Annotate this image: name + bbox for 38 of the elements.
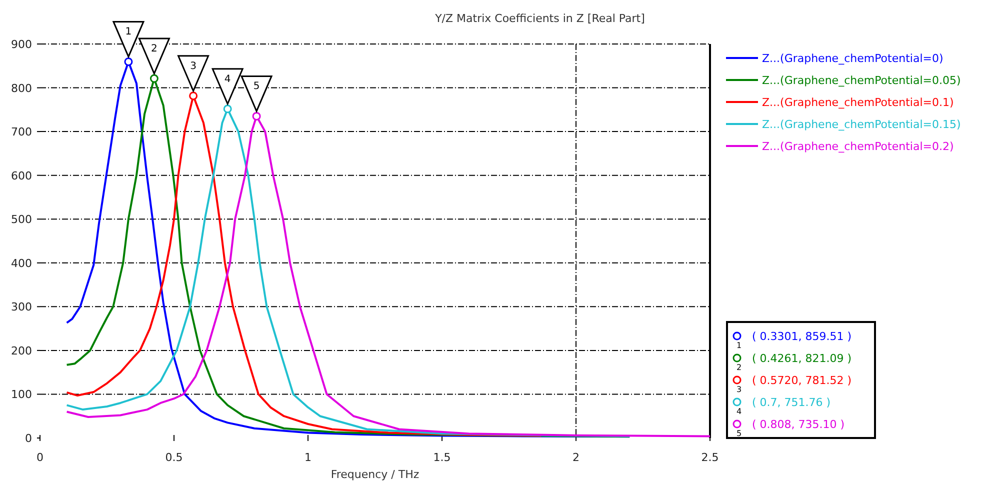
y-tick-label: 900 bbox=[11, 38, 32, 51]
y-tick-label: 300 bbox=[11, 300, 32, 314]
legend-label: Z...(Graphene_chemPotential=0.15) bbox=[762, 118, 961, 131]
annotation: 1 bbox=[125, 26, 132, 38]
y-tick-label: 600 bbox=[11, 169, 32, 182]
legend-label: Z...(Graphene_chemPotential=0) bbox=[762, 52, 944, 65]
x-axis-title: Frequency / THz bbox=[330, 468, 420, 481]
y-tick-label: 100 bbox=[11, 388, 32, 402]
y-tick-label: 200 bbox=[11, 344, 32, 358]
text: ( 0.808, 735.10 ) bbox=[752, 418, 845, 431]
y-tick-label: 700 bbox=[11, 126, 32, 139]
point bbox=[252, 112, 261, 120]
x-tick-label: 1.5 bbox=[433, 451, 451, 464]
text: ( 0.7, 751.76 ) bbox=[752, 396, 831, 409]
legend-label: Z...(Graphene_chemPotential=0.2) bbox=[762, 140, 954, 153]
annotation: 2 bbox=[151, 44, 158, 55]
x-tick-label: 2.5 bbox=[701, 451, 719, 464]
x-tick-label: 0 bbox=[36, 451, 44, 464]
x-tick-label: 1 bbox=[304, 451, 312, 464]
x-tick-label: 0.5 bbox=[165, 451, 183, 464]
point bbox=[124, 57, 133, 66]
legend-label: Z...(Graphene_chemPotential=0.05) bbox=[762, 74, 961, 87]
point bbox=[223, 104, 232, 114]
text: ( 0.3301, 859.51 ) bbox=[752, 330, 852, 343]
annotation: 5 bbox=[253, 81, 260, 92]
point bbox=[150, 74, 158, 83]
point bbox=[189, 92, 198, 100]
text: ( 0.5720, 781.52 ) bbox=[752, 374, 852, 387]
annotation: 3 bbox=[190, 60, 196, 72]
legend-label: Z...(Graphene_chemPotential=0.1) bbox=[762, 96, 954, 109]
annotation: 4 bbox=[224, 74, 231, 85]
chart-title: Y/Z Matrix Coefficients in Z [Real Part] bbox=[434, 12, 645, 25]
y-tick-label: 500 bbox=[11, 213, 32, 226]
text: ( 0.4261, 821.09 ) bbox=[752, 352, 852, 365]
y-tick-label: 800 bbox=[11, 82, 32, 95]
y-tick-label: 0 bbox=[25, 432, 32, 445]
y-tick-label: 400 bbox=[11, 256, 32, 270]
x-tick-label: 2 bbox=[572, 451, 580, 464]
